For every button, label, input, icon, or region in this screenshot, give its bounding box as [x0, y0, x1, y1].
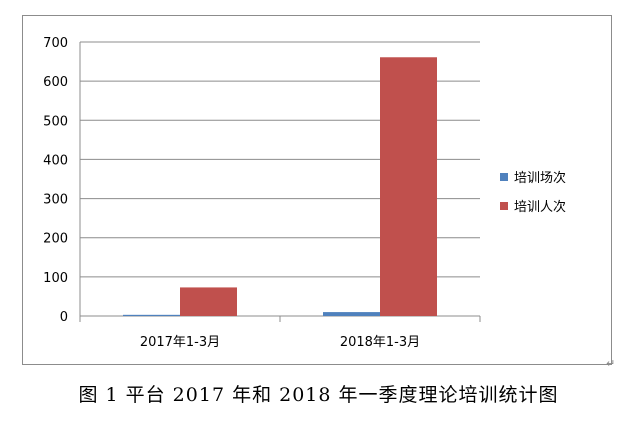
y-tick-label: 600 — [43, 75, 68, 90]
bar-chart: 0 100 200 300 400 500 600 700 2017年1-3月 2018年1-3月… — [43, 36, 566, 350]
y-tick-label: 0 — [60, 310, 68, 325]
legend-label-1: 培训场次 — [514, 170, 566, 186]
y-tick-label: 300 — [43, 193, 68, 208]
legend-swatch-1 — [500, 173, 508, 181]
y-tick-label: 400 — [43, 153, 68, 168]
x-category-label: 2017年1-3月 — [140, 335, 220, 350]
legend-swatch-2 — [500, 202, 508, 210]
y-tick-label: 500 — [43, 114, 68, 129]
legend-label-2: 培训人次 — [514, 199, 566, 215]
figure-caption: 图 1 平台 2017 年和 2018 年一季度理论培训统计图 — [78, 384, 559, 406]
y-tick-label: 700 — [43, 36, 68, 51]
y-tick-label: 100 — [43, 271, 68, 286]
bar-1-1 — [123, 314, 180, 316]
return-mark: ↵ — [606, 357, 616, 370]
y-tick-label: 200 — [43, 232, 68, 247]
bar-2-1 — [180, 287, 237, 316]
x-category-label: 2018年1-3月 — [340, 335, 420, 350]
bar-1-2 — [323, 312, 380, 316]
chart-frame — [22, 15, 612, 365]
bar-2-2 — [380, 57, 437, 316]
